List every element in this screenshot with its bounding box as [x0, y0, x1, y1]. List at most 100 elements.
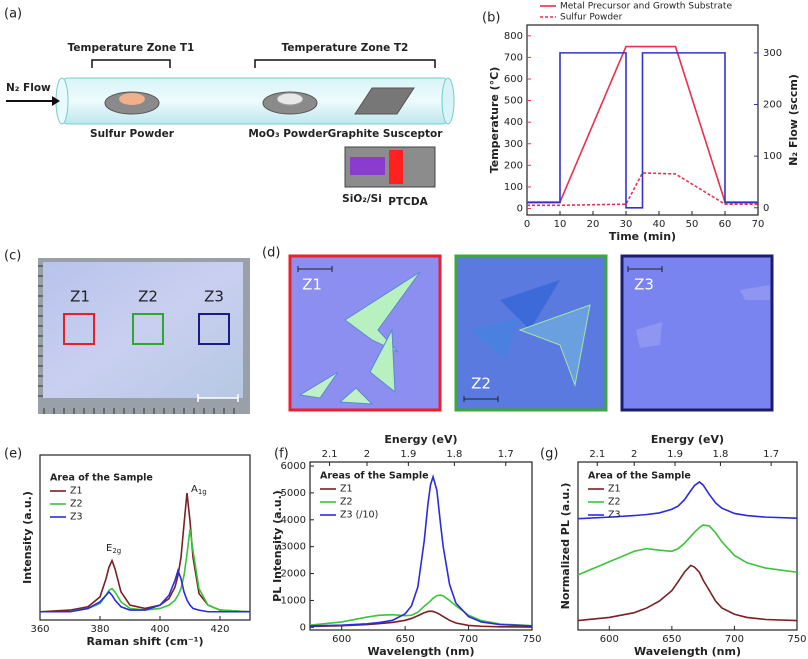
x-tick-label: 750	[522, 634, 541, 645]
flow-label: N₂ Flow	[6, 82, 51, 94]
y-tick-label: 200	[504, 160, 523, 171]
crystal	[740, 285, 770, 300]
micrographs: Z1 Z2 Z3	[288, 254, 774, 412]
legend-label: Z3 (/10)	[340, 510, 378, 521]
x-tick-label: 380	[90, 624, 109, 635]
y-axis-label: Temperature (°C)	[488, 67, 501, 174]
series-line	[577, 524, 798, 576]
x-tick-label: 750	[787, 634, 806, 645]
series-line	[40, 529, 251, 613]
plot-frame	[526, 24, 759, 216]
crystal	[518, 304, 591, 387]
y2-tick-label: 0	[763, 203, 769, 214]
zone-label: Z2	[138, 288, 158, 306]
x-tick-label: 10	[554, 219, 567, 230]
x-tick-label: 420	[210, 624, 229, 635]
legend-label: Z3	[608, 510, 621, 521]
x-tick-label: 40	[653, 219, 666, 230]
zone-label: Temperature Zone T2	[282, 42, 409, 54]
zone-label: Z3	[634, 276, 654, 294]
crystal	[470, 318, 520, 360]
x2-tick-label: 2	[631, 449, 637, 460]
graphite-label: Graphite Susceptor	[328, 128, 444, 140]
x2-tick-label: 1.9	[400, 449, 416, 460]
legend-label: Z1	[608, 484, 621, 495]
y-tick-label: 4000	[281, 515, 306, 526]
x-tick-label: 60	[719, 219, 732, 230]
y-tick-label: 3000	[281, 542, 306, 553]
x-tick-label: 0	[524, 219, 530, 230]
y2-tick-label: 300	[763, 48, 782, 59]
ptcda-chip	[389, 150, 403, 184]
plot-frame	[309, 461, 533, 631]
zone-label: Z3	[204, 288, 224, 306]
legend-title: Areas of the Sample	[320, 471, 429, 482]
crystal	[298, 371, 339, 399]
wafer	[43, 262, 243, 398]
sio2-label: SiO₂/Si	[342, 193, 382, 205]
y-tick-label: 700	[504, 52, 523, 63]
crystal	[338, 387, 374, 405]
y2-axis-label: N₂ Flow (sccm)	[787, 74, 800, 166]
y-tick-label: 800	[504, 31, 523, 42]
panel-label: (f)	[274, 447, 289, 462]
panel-label: (g)	[540, 447, 558, 462]
x-tick-label: 70	[752, 219, 765, 230]
x2-tick-label: 1.7	[763, 449, 779, 460]
x2-tick-label: 2.1	[322, 449, 338, 460]
series-line	[309, 610, 533, 628]
series-line	[527, 52, 758, 209]
panel-label: (a)	[4, 7, 22, 22]
y-tick-label: 0	[517, 204, 523, 215]
moo3-label: MoO₃ Powder	[248, 128, 328, 140]
x2-tick-label: 2.1	[589, 449, 605, 460]
x-tick-label: 700	[725, 634, 744, 645]
y-axis-label: Intensity (a.u.)	[21, 491, 34, 584]
plot-frame	[39, 454, 251, 621]
y-tick-label: 100	[504, 182, 523, 193]
wafer-image: Z1 Z2 Z3	[38, 258, 250, 414]
susceptor	[354, 87, 415, 115]
annotation: E2g	[106, 543, 121, 555]
series-line	[577, 480, 798, 520]
panel-label: (c)	[4, 249, 21, 264]
annotation: A1g	[191, 484, 207, 496]
x-tick-label: 600	[600, 634, 619, 645]
series-line	[39, 492, 251, 613]
zone-label: Temperature Zone T1	[68, 42, 195, 54]
tube-end	[441, 77, 455, 125]
crystal	[636, 322, 662, 348]
x-tick-label: 600	[332, 634, 351, 645]
panel-label: (e)	[4, 447, 22, 462]
annotation-sub: 1g	[198, 488, 207, 496]
legend-title: Area of the Sample	[50, 473, 153, 484]
x-axis-label: Time (min)	[609, 230, 676, 243]
zone-box	[63, 313, 95, 345]
x-tick-label: 360	[30, 624, 49, 635]
series-line	[40, 567, 250, 613]
x-axis-label: Raman shift (cm⁻¹)	[86, 635, 203, 648]
y2-tick-label: 100	[763, 151, 782, 162]
legend-label: Z2	[608, 497, 621, 508]
y-tick-label: 5000	[281, 488, 306, 499]
x-tick-label: 650	[396, 634, 415, 645]
x2-tick-label: 1.8	[446, 449, 462, 460]
annotation-main: E	[106, 543, 112, 554]
y-tick-label: 400	[504, 117, 523, 128]
y-axis-label: PL Intensity (a.u.)	[271, 490, 284, 602]
x2-tick-label: 1.8	[712, 449, 728, 460]
furnace-diagram: N₂ Flow Temperature Zone T1 Temperature …	[6, 42, 455, 208]
legend-label: Metal Precursor and Growth Substrate	[560, 2, 732, 12]
legend-label: Sulfur Powder	[560, 13, 623, 23]
legend-label: Z3	[70, 512, 83, 523]
legend-label: Z2	[340, 497, 353, 508]
scale-bar	[197, 394, 239, 402]
y-tick-label: 2000	[281, 569, 306, 580]
series-line	[309, 594, 533, 627]
annotation-main: A	[191, 484, 198, 495]
x-tick-label: 400	[150, 624, 169, 635]
zone-label: Z2	[471, 375, 491, 393]
y-tick-label: 300	[504, 139, 523, 150]
x-tick-label: 50	[686, 219, 699, 230]
